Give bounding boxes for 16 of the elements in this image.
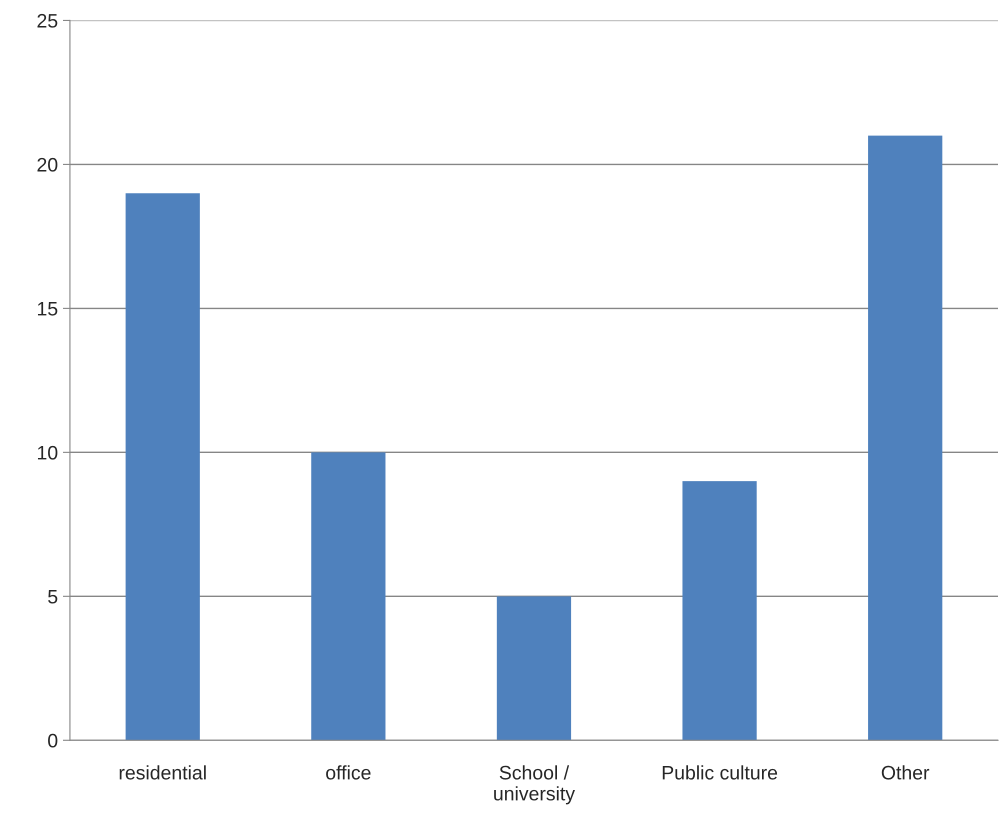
x-tick-label: School / university [494, 765, 575, 804]
x-tick-label: Public culture [662, 765, 778, 780]
bar [126, 193, 200, 740]
y-tick-label: 20 [37, 158, 58, 172]
bar [868, 136, 942, 740]
bar [682, 481, 757, 740]
bar [496, 596, 572, 740]
y-tick-label: 5 [48, 590, 58, 604]
y-tick-label: 0 [48, 734, 58, 748]
x-tick-label: residential [120, 765, 206, 780]
x-tick-label: office [326, 765, 371, 780]
bar [311, 452, 386, 740]
y-tick-label: 25 [37, 14, 58, 28]
y-tick-label: 15 [38, 302, 58, 316]
y-tick-label: 10 [38, 446, 58, 460]
x-tick-label: Other [882, 765, 930, 780]
